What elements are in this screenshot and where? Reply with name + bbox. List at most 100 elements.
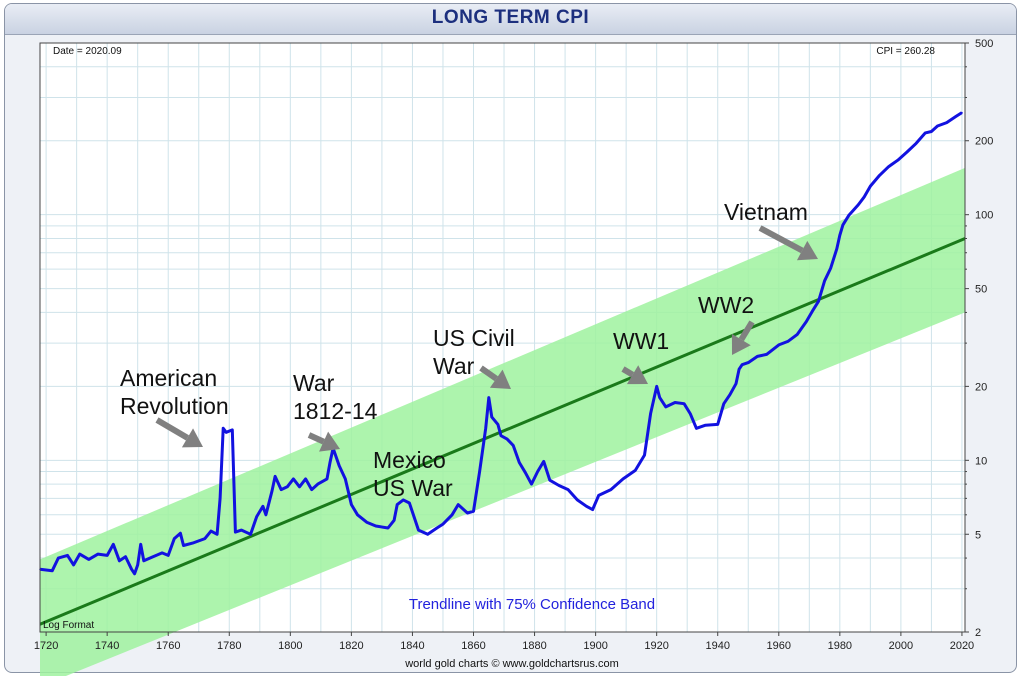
cpi-point bbox=[255, 515, 258, 518]
cpi-point bbox=[835, 248, 838, 250]
x-tick-label: 1880 bbox=[522, 640, 546, 652]
cpi-point bbox=[643, 454, 646, 456]
cpi-point bbox=[863, 195, 866, 198]
cpi-point bbox=[915, 142, 917, 145]
annotation-label: American bbox=[120, 365, 217, 391]
cpi-point bbox=[695, 427, 698, 430]
cpi-point bbox=[723, 402, 725, 405]
annotation-arrow-head bbox=[319, 431, 340, 452]
cpi-point bbox=[961, 111, 963, 114]
cpi-point bbox=[735, 382, 737, 385]
cpi-point bbox=[924, 132, 927, 134]
cpi-point bbox=[271, 490, 273, 492]
cpi-point bbox=[466, 512, 469, 514]
cpi-point bbox=[829, 267, 832, 269]
cpi-point bbox=[658, 396, 661, 399]
annotation-label: WW2 bbox=[698, 292, 754, 318]
cpi-point bbox=[689, 412, 692, 415]
cpi-point bbox=[484, 427, 487, 430]
cpi-point bbox=[869, 185, 872, 187]
cpi-point bbox=[738, 368, 740, 370]
date-label: Date = 2020.09 bbox=[53, 46, 122, 57]
cpi-points bbox=[39, 111, 963, 575]
x-tick-label: 1740 bbox=[95, 640, 119, 652]
annotation-arrow-head bbox=[181, 428, 203, 448]
cpi-point bbox=[936, 125, 939, 127]
annotation-label: US War bbox=[373, 475, 453, 501]
x-tick-label: 1860 bbox=[461, 640, 485, 652]
cpi-point bbox=[436, 527, 438, 529]
annotation-arrow-shaft bbox=[738, 320, 755, 342]
cpi-point bbox=[97, 553, 99, 555]
cpi-point bbox=[393, 519, 395, 522]
cpi-point bbox=[497, 423, 499, 426]
x-tick-label: 1940 bbox=[705, 640, 729, 652]
annotation-label: US Civil bbox=[433, 325, 515, 351]
cpi-point bbox=[130, 568, 133, 571]
annotation-label: War bbox=[433, 353, 475, 379]
cpi-point bbox=[231, 429, 234, 431]
cpi-point bbox=[329, 461, 331, 464]
annotation-label: WW1 bbox=[613, 328, 669, 354]
cpi-point bbox=[286, 486, 289, 488]
cpi-series-line bbox=[39, 111, 963, 576]
x-tick-label: 1820 bbox=[339, 640, 363, 652]
cpi-point bbox=[204, 537, 206, 540]
cpi-point bbox=[591, 508, 594, 511]
cpi-value-label: CPI = 260.28 bbox=[876, 46, 935, 57]
cpi-point bbox=[375, 525, 377, 527]
cpi-point bbox=[408, 502, 411, 504]
cpi-point bbox=[139, 543, 142, 546]
cpi-point bbox=[310, 488, 313, 491]
cpi-point bbox=[716, 423, 719, 426]
y-tick-label: 2 bbox=[975, 627, 981, 639]
cpi-point bbox=[262, 505, 264, 508]
cpi-point bbox=[356, 514, 359, 516]
band-label: Trendline with 75% Confidence Band bbox=[409, 596, 655, 613]
x-tick-label: 1800 bbox=[278, 640, 302, 652]
y-tick-label: 10 bbox=[975, 455, 987, 467]
cpi-point bbox=[88, 558, 90, 561]
cpi-point bbox=[442, 523, 444, 525]
annotation-label: Mexico bbox=[373, 447, 446, 473]
x-tick-label: 1900 bbox=[583, 640, 607, 652]
cpi-point bbox=[191, 542, 194, 544]
cpi-point bbox=[240, 529, 243, 531]
cpi-point bbox=[402, 499, 405, 501]
cpi-point bbox=[304, 478, 307, 480]
cpi-point bbox=[350, 503, 353, 506]
cpi-point bbox=[634, 469, 637, 472]
cpi-point bbox=[292, 478, 295, 480]
cpi-point bbox=[518, 461, 521, 464]
cpi-point bbox=[338, 464, 340, 467]
cpi-point bbox=[78, 553, 81, 555]
cpi-point bbox=[317, 483, 319, 485]
cpi-point bbox=[106, 554, 108, 557]
x-tick-label: 2000 bbox=[889, 640, 913, 652]
cpi-point bbox=[387, 527, 389, 529]
cpi-point bbox=[500, 434, 502, 437]
plot-border bbox=[39, 42, 966, 633]
cpi-point bbox=[787, 340, 789, 343]
cpi-point bbox=[326, 478, 328, 480]
cpi-point bbox=[811, 310, 814, 312]
cpi-point bbox=[665, 406, 667, 408]
cpi-point bbox=[576, 499, 579, 501]
cpi-point bbox=[765, 353, 768, 356]
cpi-point bbox=[487, 396, 490, 399]
cpi-point bbox=[491, 416, 493, 418]
cpi-point bbox=[683, 402, 685, 405]
cpi-point bbox=[219, 497, 221, 500]
cpi-point bbox=[857, 204, 859, 206]
cpi-point bbox=[796, 333, 798, 336]
cpi-point bbox=[506, 438, 508, 440]
cpi-point bbox=[817, 300, 820, 303]
annotation-arrow-head bbox=[731, 333, 751, 355]
chart-credit: world gold charts © www.goldchartsrus.co… bbox=[404, 658, 619, 670]
cpi-point bbox=[167, 554, 170, 557]
cpi-point bbox=[161, 552, 163, 554]
cpi-point bbox=[897, 159, 899, 162]
cpi-point bbox=[536, 470, 539, 473]
cpi-point bbox=[457, 503, 460, 506]
annotation-label: 1812-14 bbox=[293, 398, 378, 424]
